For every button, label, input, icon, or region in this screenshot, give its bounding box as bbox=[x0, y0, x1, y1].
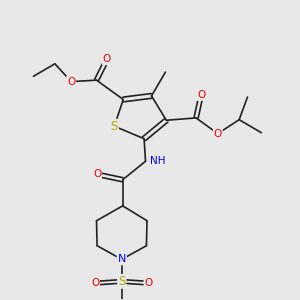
Text: S: S bbox=[118, 275, 125, 288]
Text: S: S bbox=[111, 120, 118, 133]
Text: O: O bbox=[91, 278, 99, 288]
Text: O: O bbox=[67, 76, 75, 87]
Text: O: O bbox=[214, 129, 222, 139]
Text: N: N bbox=[118, 254, 126, 264]
Text: O: O bbox=[103, 54, 111, 64]
Text: O: O bbox=[197, 90, 205, 100]
Text: O: O bbox=[93, 169, 101, 179]
Text: NH: NH bbox=[150, 156, 166, 166]
Text: O: O bbox=[144, 278, 153, 288]
